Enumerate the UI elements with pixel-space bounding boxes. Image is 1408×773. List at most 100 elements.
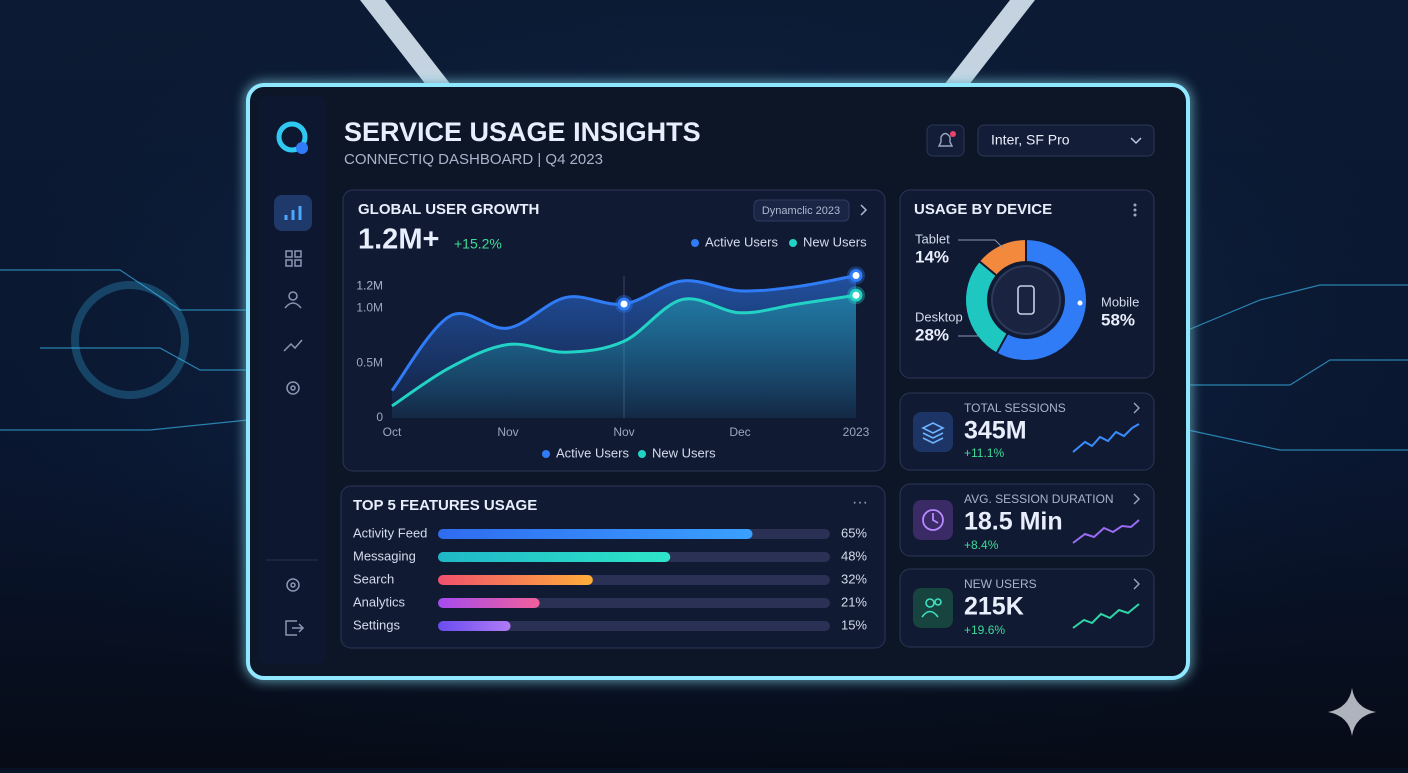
nav-icons[interactable] <box>283 250 305 636</box>
slice-label: Desktop <box>915 309 963 324</box>
kpi-value: 215K <box>964 593 1024 621</box>
legend-swatch <box>638 450 646 458</box>
bar <box>438 598 540 608</box>
bar-label: Activity Feed <box>353 525 427 540</box>
x-tick-label: Dec <box>729 425 750 439</box>
page-title: SERVICE USAGE INSIGHTS <box>344 117 701 147</box>
kpi-icon <box>913 588 953 628</box>
y-tick-label: 1.2M <box>356 279 383 293</box>
ceiling-light <box>360 0 455 90</box>
bar <box>438 575 593 585</box>
layers-icon <box>921 422 945 444</box>
legend-label: New Users <box>803 234 867 249</box>
x-tick-label: Nov <box>613 425 634 439</box>
wall-logo <box>71 281 189 399</box>
bar-track <box>438 621 830 631</box>
sparkline <box>1072 603 1140 629</box>
chevron <box>1133 578 1140 590</box>
kpi-cards: TOTAL SESSIONS 345M +11.1% AVG. SESSION … <box>899 392 1155 648</box>
kpi-card[interactable] <box>899 483 1155 557</box>
slice-label: Mobile <box>1101 294 1139 309</box>
font-select-value: Inter, SF Pro <box>991 132 1070 148</box>
y-tick-label: 0 <box>376 410 383 424</box>
bar-value: 15% <box>841 617 867 632</box>
kpi-change: +11.1% <box>964 446 1004 460</box>
chevron <box>860 204 868 216</box>
notification-dot <box>950 131 956 137</box>
kpi-card[interactable] <box>899 392 1155 471</box>
donut-slice <box>995 237 1088 362</box>
bar-label: Settings <box>353 617 400 632</box>
point <box>617 297 631 311</box>
bar <box>438 621 511 631</box>
sparkle-mark <box>1328 688 1376 736</box>
phone-icon <box>1017 285 1035 315</box>
kpi-change: +19.6% <box>964 623 1005 637</box>
card-title: USAGE BY DEVICE <box>914 201 1052 218</box>
point <box>849 268 863 282</box>
donut-center <box>991 265 1061 335</box>
bar-value: 48% <box>841 548 867 563</box>
chevron <box>1130 137 1142 145</box>
x-tick-label: Oct <box>383 425 402 439</box>
slice-value: 58% <box>1101 310 1135 329</box>
slice-value: 14% <box>915 247 949 266</box>
font-select[interactable] <box>977 124 1155 157</box>
ceiling-light <box>940 0 1035 90</box>
area <box>392 295 856 418</box>
kpi-card[interactable] <box>899 568 1155 648</box>
circuit-lines <box>0 269 1408 451</box>
bar-value: 21% <box>841 594 867 609</box>
chevron <box>1133 493 1140 505</box>
bar-value: 32% <box>841 571 867 586</box>
legend-swatch <box>789 239 797 247</box>
bar-label: Analytics <box>353 594 406 609</box>
sidebar <box>258 96 326 664</box>
bar-value: 65% <box>841 525 867 540</box>
nav-analytics-icon <box>284 206 302 220</box>
y-tick-label: 1.2M <box>356 279 383 293</box>
badge[interactable] <box>753 199 850 222</box>
page-subtitle: CONNECTIQ DASHBOARD | Q4 2023 <box>344 151 603 168</box>
bar-label: Messaging <box>353 548 416 563</box>
bar-label: Search <box>353 571 394 586</box>
leader-line <box>958 239 1004 249</box>
headline: 1.2M+ <box>358 224 439 256</box>
y-tick-label: 0.5M <box>356 355 383 369</box>
users-icon <box>921 598 942 618</box>
chevron <box>1133 402 1140 414</box>
legend-swatch <box>691 239 699 247</box>
legend-label: Active Users <box>705 234 778 249</box>
point <box>849 288 863 302</box>
kpi-label: NEW USERS <box>964 577 1037 591</box>
y-tick-label: 1.0M <box>356 301 383 315</box>
more-menu[interactable]: ··· <box>852 494 868 511</box>
x-tick-label: Nov <box>497 425 518 439</box>
slice-value: 28% <box>915 325 949 344</box>
line <box>391 293 857 408</box>
card-title: GLOBAL USER GROWTH <box>358 201 539 218</box>
clock-icon <box>922 509 944 531</box>
more-menu[interactable] <box>1133 203 1137 217</box>
notification-button[interactable] <box>926 124 965 157</box>
x-tick-label: 2023 <box>843 425 870 439</box>
logo <box>276 121 308 154</box>
bell-icon <box>937 132 954 147</box>
kpi-value: 18.5 Min <box>964 508 1063 536</box>
kpi-label: TOTAL SESSIONS <box>964 401 1066 415</box>
change: +15.2% <box>454 236 502 252</box>
leader-dot <box>1077 300 1083 306</box>
card-title: TOP 5 FEATURES USAGE <box>353 497 537 514</box>
legend-label: New Users <box>652 445 716 460</box>
kpi-label: AVG. SESSION DURATION <box>964 492 1114 506</box>
bar <box>438 552 671 562</box>
sparkline <box>1072 519 1140 544</box>
legend-label: Active Users <box>556 445 629 460</box>
bar <box>438 529 753 539</box>
clock-hands <box>932 513 939 524</box>
kpi-value: 345M <box>964 417 1027 445</box>
kpi-change: +8.4% <box>964 538 999 552</box>
kpi-icon <box>913 412 953 452</box>
